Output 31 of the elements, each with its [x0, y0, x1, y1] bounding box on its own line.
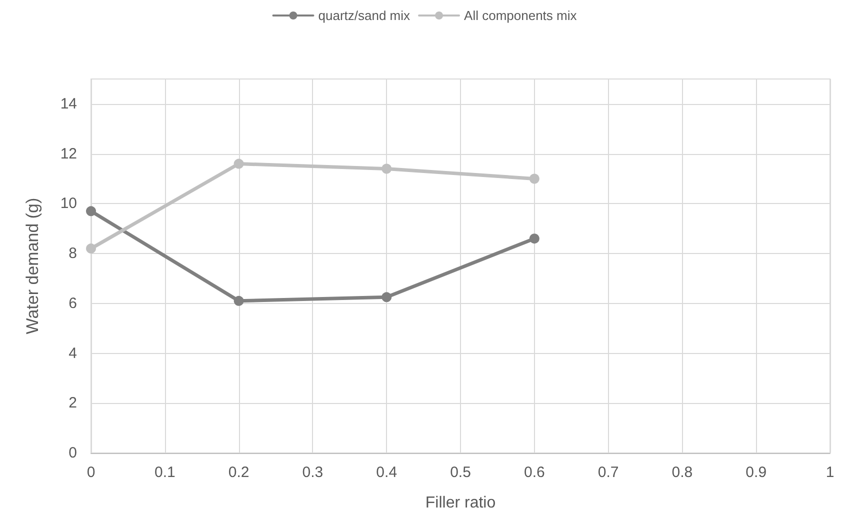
point: [86, 244, 96, 254]
y-tick-label: 14: [60, 95, 77, 112]
x-tick-label: 1: [826, 464, 834, 481]
x-tick-label: 0.1: [154, 464, 176, 481]
point: [234, 296, 244, 306]
x-tick-label: 0.3: [302, 464, 324, 481]
y-tick-label: 0: [68, 444, 77, 462]
x-tick-label: 0.7: [598, 464, 619, 481]
y-tick-label: 8: [68, 245, 77, 262]
x-tick-label: 0: [86, 464, 96, 481]
point: [529, 234, 540, 244]
point: [382, 292, 392, 302]
y-tick-label: 10: [60, 195, 77, 212]
x-tick-label: 0.5: [450, 464, 471, 481]
y-tick-label: 6: [68, 294, 77, 312]
x-tick-label: 0.2: [228, 464, 250, 481]
y-tick-label: 2: [68, 394, 77, 412]
legend-label: All components mix: [464, 8, 578, 23]
x-tick-label: 0.9: [746, 464, 767, 481]
y-axis-title: Water demand (g): [23, 198, 42, 334]
point: [86, 206, 96, 216]
y-tick-label: 12: [60, 145, 77, 162]
x-tick-label: 0.6: [524, 464, 545, 481]
y-tick-label: 4: [68, 344, 77, 362]
x-axis-title: Filler ratio: [425, 494, 496, 512]
x-tick-label: 0.4: [376, 464, 398, 481]
point: [382, 164, 392, 174]
point: [234, 158, 244, 169]
point: [529, 174, 540, 184]
x-tick-label: 0.8: [672, 464, 693, 481]
legend-label: quartz/sand mix: [318, 8, 411, 23]
